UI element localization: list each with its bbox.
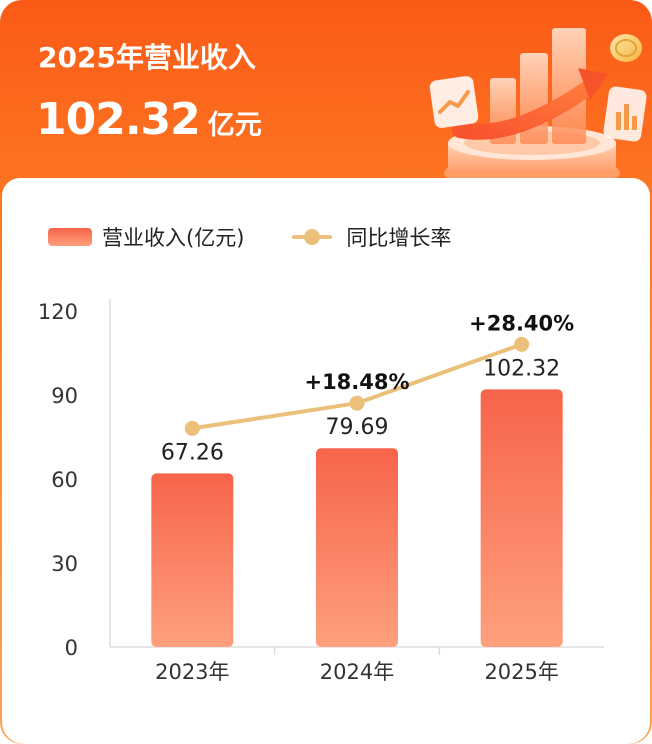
chart-legend: 营业收入(亿元) 同比增长率 <box>48 220 451 254</box>
legend-item-revenue[interactable]: 营业收入(亿元) <box>48 222 244 252</box>
growth-rate-label: +28.40% <box>469 311 574 335</box>
coin-icon <box>610 34 642 62</box>
x-tick-label: 2025年 <box>484 660 558 684</box>
y-tick-label: 60 <box>51 468 78 492</box>
growth-point <box>349 395 365 411</box>
legend-swatch-revenue <box>48 228 92 246</box>
legend-label-revenue: 营业收入(亿元) <box>102 226 245 250</box>
y-tick-label: 120 <box>38 300 78 324</box>
legend-swatch-growth <box>292 229 333 245</box>
bar-value-label: 102.32 <box>483 356 560 381</box>
bar-value-label: 79.69 <box>326 415 389 440</box>
legend-item-growth[interactable]: 同比增长率 <box>292 222 451 252</box>
revenue-bar <box>480 389 563 647</box>
growth-rate-label: +18.48% <box>304 370 409 394</box>
legend-label-growth: 同比增长率 <box>346 226 452 250</box>
bar-chart-card-icon <box>603 86 647 142</box>
y-tick-label: 0 <box>65 636 78 660</box>
revenue-bar <box>316 448 398 647</box>
y-tick-label: 90 <box>51 384 78 408</box>
x-tick-label: 2024年 <box>320 660 394 684</box>
card-title: 2025年营业收入 <box>38 41 256 74</box>
trend-arrow-head <box>578 68 608 100</box>
headline-revenue-value: 102.32 <box>36 94 201 145</box>
x-tick-label: 2023年 <box>155 660 229 684</box>
growth-point <box>514 336 530 352</box>
trend-arrow-icon <box>452 80 596 140</box>
headline-revenue-unit: 亿元 <box>207 110 262 141</box>
y-tick-label: 30 <box>51 552 78 576</box>
growth-point <box>184 420 200 436</box>
revenue-bar <box>151 473 234 647</box>
bar-value-label: 67.26 <box>161 440 224 465</box>
line-chart-card-icon <box>429 76 479 128</box>
headline-revenue: 102.32 亿元 <box>36 90 262 159</box>
